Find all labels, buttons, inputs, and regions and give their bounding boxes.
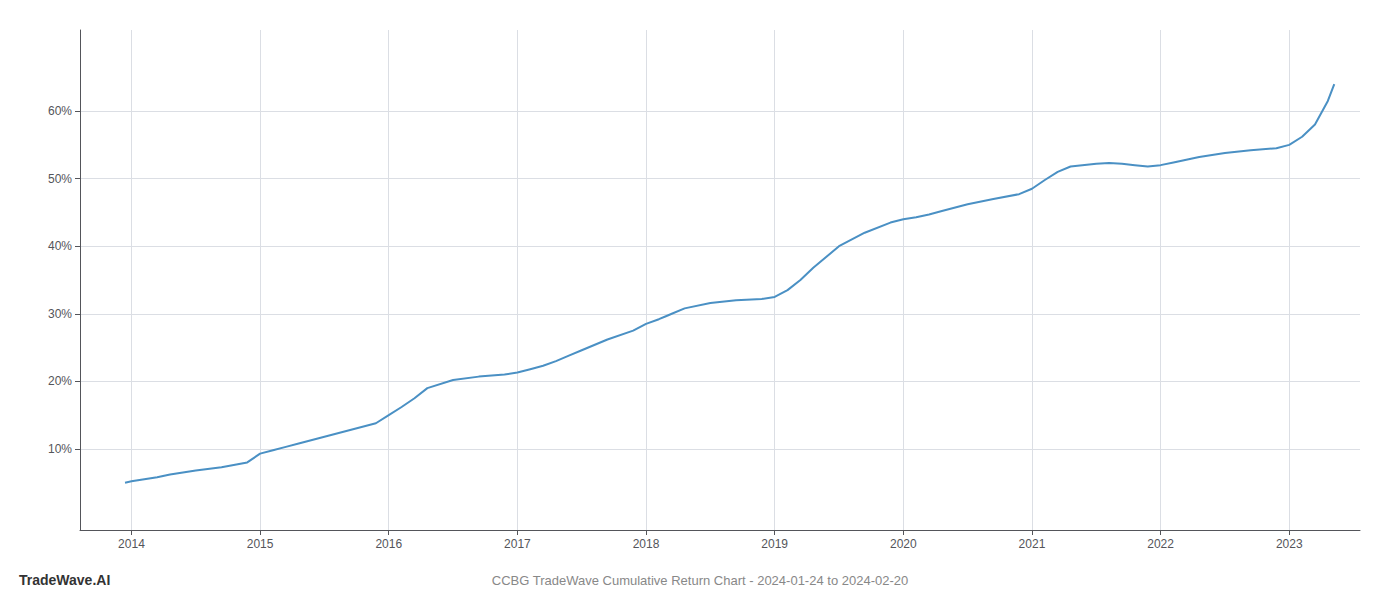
svg-text:10%: 10% [48, 442, 72, 456]
svg-text:2016: 2016 [375, 537, 402, 551]
svg-text:2020: 2020 [890, 537, 917, 551]
svg-text:2021: 2021 [1019, 537, 1046, 551]
svg-text:TradeWave.AI: TradeWave.AI [19, 572, 110, 588]
svg-text:2017: 2017 [504, 537, 531, 551]
svg-text:2023: 2023 [1276, 537, 1303, 551]
svg-text:2019: 2019 [761, 537, 788, 551]
svg-text:50%: 50% [48, 172, 72, 186]
svg-text:2018: 2018 [633, 537, 660, 551]
svg-text:CCBG TradeWave Cumulative Retu: CCBG TradeWave Cumulative Return Chart -… [492, 573, 908, 588]
svg-text:2022: 2022 [1147, 537, 1174, 551]
svg-text:20%: 20% [48, 374, 72, 388]
svg-text:2015: 2015 [247, 537, 274, 551]
svg-text:60%: 60% [48, 104, 72, 118]
svg-text:2014: 2014 [118, 537, 145, 551]
svg-text:40%: 40% [48, 239, 72, 253]
svg-text:30%: 30% [48, 307, 72, 321]
